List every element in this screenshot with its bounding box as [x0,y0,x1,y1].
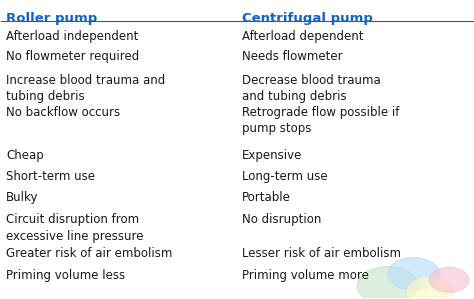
Circle shape [429,267,469,292]
Text: Decrease blood trauma
and tubing debris: Decrease blood trauma and tubing debris [242,74,381,103]
Text: Priming volume less: Priming volume less [6,269,125,282]
Text: Circuit disruption from
excessive line pressure: Circuit disruption from excessive line p… [6,213,144,243]
Text: Bulky: Bulky [6,191,38,204]
Text: Expensive: Expensive [242,150,302,162]
Circle shape [388,258,439,290]
Text: Afterload dependent: Afterload dependent [242,30,363,42]
Text: Long-term use: Long-term use [242,170,328,183]
Text: Increase blood trauma and
tubing debris: Increase blood trauma and tubing debris [6,74,165,103]
Text: Needs flowmeter: Needs flowmeter [242,50,342,63]
Text: Roller pump: Roller pump [6,12,97,25]
Text: Priming volume more: Priming volume more [242,269,369,282]
Text: Afterload independent: Afterload independent [6,30,138,42]
Text: Retrograde flow possible if
pump stops: Retrograde flow possible if pump stops [242,106,399,135]
Text: Portable: Portable [242,191,291,204]
Circle shape [408,277,453,299]
Circle shape [357,266,419,299]
Text: No backflow occurs: No backflow occurs [6,106,120,119]
Text: Centrifugal pump: Centrifugal pump [242,12,373,25]
Text: Short-term use: Short-term use [6,170,95,183]
Text: Lesser risk of air embolism: Lesser risk of air embolism [242,247,401,260]
Text: No disruption: No disruption [242,213,321,226]
Text: No flowmeter required: No flowmeter required [6,50,139,63]
Text: Greater risk of air embolism: Greater risk of air embolism [6,247,173,260]
Text: Cheap: Cheap [6,150,44,162]
